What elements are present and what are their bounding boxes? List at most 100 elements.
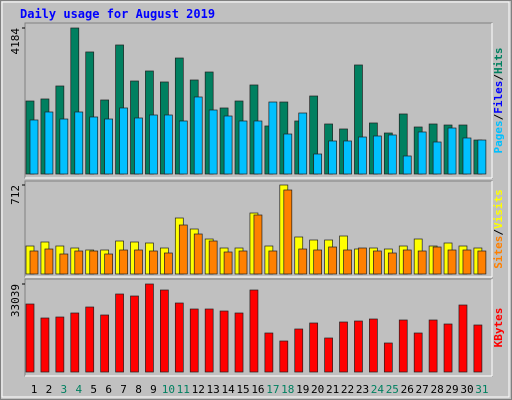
y-tick-label: 712 — [9, 185, 22, 205]
legend-entry: Visits — [492, 189, 505, 229]
bar — [219, 310, 229, 373]
bar — [309, 322, 319, 373]
bar — [149, 250, 158, 275]
bar — [373, 135, 382, 175]
bar — [462, 137, 472, 175]
bar — [89, 116, 99, 175]
x-tick-label: 4 — [75, 383, 82, 396]
x-tick-label: 7 — [120, 383, 127, 396]
x-tick-label: 12 — [192, 383, 205, 396]
legend-entry: Files — [492, 81, 505, 114]
bar — [253, 120, 263, 175]
bar — [413, 332, 423, 373]
bar — [59, 253, 69, 275]
bar — [443, 323, 453, 373]
bar — [264, 332, 274, 373]
bar — [249, 289, 259, 373]
bar — [74, 250, 84, 275]
x-tick-label: 28 — [430, 383, 443, 396]
bar — [477, 250, 487, 275]
x-tick-label: 24 — [371, 383, 385, 396]
bar — [89, 250, 99, 275]
bar — [268, 101, 278, 175]
x-tick-label: 2 — [46, 383, 53, 396]
x-tick-label: 15 — [236, 383, 249, 396]
bar — [130, 295, 139, 373]
bar — [145, 283, 154, 373]
bar — [55, 316, 65, 373]
bar — [253, 214, 263, 275]
bar — [104, 118, 114, 175]
x-tick-label: 16 — [251, 383, 264, 396]
bar — [223, 115, 233, 175]
bar — [298, 248, 308, 275]
legend-entry: KBytes — [492, 308, 505, 348]
bar — [234, 312, 244, 373]
bar — [25, 303, 35, 373]
bar — [119, 249, 128, 275]
bar — [70, 312, 80, 373]
x-tick-label: 1 — [31, 383, 38, 396]
bar — [44, 111, 54, 175]
bar — [387, 134, 397, 175]
bar — [208, 109, 218, 175]
x-tick-label: 22 — [341, 383, 354, 396]
bar — [208, 240, 218, 275]
bar — [44, 248, 54, 275]
x-tick-label: 13 — [207, 383, 220, 396]
x-tick-label: 9 — [150, 383, 157, 396]
legend: Pages/Files/Hits — [492, 48, 505, 154]
legend-separator: / — [492, 229, 505, 236]
y-tick-label: 33039 — [9, 284, 22, 317]
bar — [204, 308, 214, 373]
bar — [428, 319, 438, 373]
bar — [178, 224, 188, 275]
bar — [383, 342, 393, 373]
bar — [223, 251, 233, 275]
bar — [447, 127, 457, 175]
bar — [134, 249, 143, 275]
bar — [387, 252, 397, 275]
bar — [398, 319, 408, 373]
bar — [164, 252, 173, 275]
x-tick-label: 29 — [445, 383, 458, 396]
x-tick-label: 11 — [177, 383, 190, 396]
bar — [160, 289, 169, 373]
x-tick-label: 17 — [266, 383, 279, 396]
bar — [298, 112, 308, 175]
bar — [283, 189, 293, 275]
bar — [174, 302, 184, 373]
x-tick-label: 26 — [401, 383, 414, 396]
bar — [238, 120, 248, 175]
x-tick-label: 25 — [386, 383, 399, 396]
x-tick-label: 31 — [475, 383, 488, 396]
x-tick-label: 14 — [221, 383, 235, 396]
bar — [238, 250, 248, 275]
bar — [313, 249, 323, 275]
x-tick-label: 27 — [416, 383, 429, 396]
bar — [358, 136, 367, 175]
x-tick-label: 19 — [296, 383, 309, 396]
x-tick-label: 3 — [61, 383, 68, 396]
bar — [279, 340, 289, 373]
x-tick-label: 18 — [281, 383, 294, 396]
bar — [119, 107, 128, 175]
bar — [458, 304, 468, 373]
x-tick-label: 21 — [326, 383, 339, 396]
bar — [85, 306, 95, 373]
bar — [134, 117, 143, 175]
bar — [268, 250, 278, 275]
bar — [193, 233, 203, 275]
legend-entry: Sites — [492, 236, 505, 269]
bar — [473, 324, 483, 373]
legend-separator: / — [492, 113, 505, 120]
bar — [339, 321, 348, 373]
y-tick-label: 4184 — [9, 28, 22, 55]
x-tick-label: 30 — [460, 383, 473, 396]
x-tick-label: 8 — [135, 383, 142, 396]
legend: KBytes — [492, 308, 505, 348]
bar — [59, 118, 69, 175]
bar — [313, 153, 323, 175]
